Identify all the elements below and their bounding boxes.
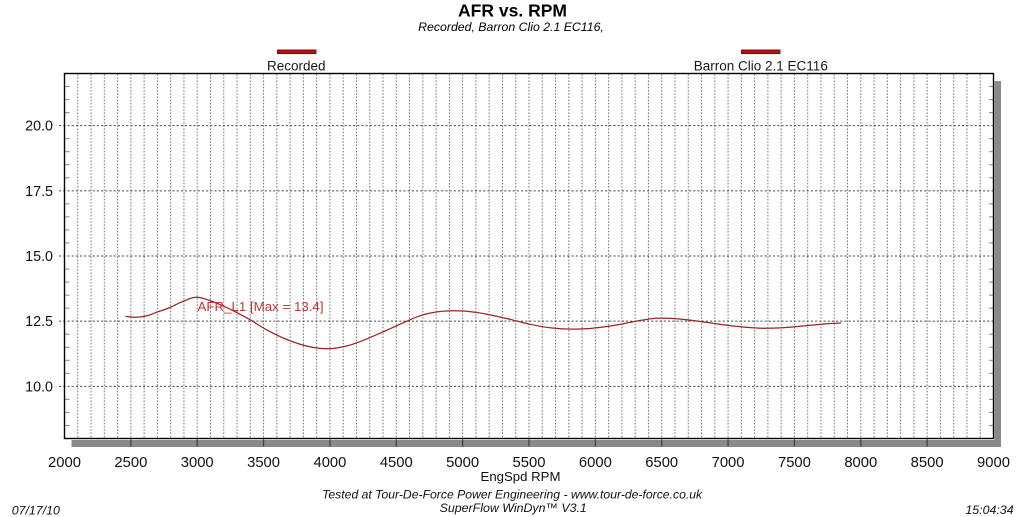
svg-text:07/17/10: 07/17/10 (12, 503, 60, 517)
svg-text:17.5: 17.5 (25, 184, 53, 200)
svg-text:EngSpd RPM: EngSpd RPM (481, 469, 561, 484)
svg-text:10.0: 10.0 (25, 379, 53, 395)
svg-text:7500: 7500 (778, 455, 811, 471)
svg-text:5000: 5000 (446, 455, 479, 471)
svg-text:9000: 9000 (977, 455, 1010, 471)
svg-text:4000: 4000 (313, 455, 346, 471)
svg-text:2500: 2500 (114, 455, 147, 471)
svg-text:AFR_L1 [Max = 13.4]: AFR_L1 [Max = 13.4] (198, 299, 324, 314)
svg-text:3500: 3500 (247, 455, 280, 471)
svg-text:5500: 5500 (513, 455, 546, 471)
svg-text:SuperFlow WinDyn™ V3.1: SuperFlow WinDyn™ V3.1 (440, 501, 587, 515)
svg-text:4500: 4500 (380, 455, 413, 471)
svg-text:15.0: 15.0 (25, 249, 53, 265)
svg-text:3000: 3000 (181, 455, 214, 471)
svg-text:8000: 8000 (844, 455, 877, 471)
svg-text:15:04:34: 15:04:34 (965, 503, 1013, 517)
svg-text:20.0: 20.0 (25, 119, 53, 135)
svg-text:7000: 7000 (712, 455, 745, 471)
svg-text:AFR vs. RPM: AFR vs. RPM (458, 1, 567, 21)
svg-text:Recorded, Barron Clio 2.1 EC11: Recorded, Barron Clio 2.1 EC116, (418, 20, 604, 34)
svg-text:2000: 2000 (48, 455, 81, 471)
svg-text:6500: 6500 (645, 455, 678, 471)
svg-text:Barron Clio 2.1 EC116: Barron Clio 2.1 EC116 (694, 59, 828, 74)
svg-text:12.5: 12.5 (25, 314, 53, 330)
svg-text:Tested at Tour-De-Force Power: Tested at Tour-De-Force Power Engineerin… (322, 487, 703, 501)
svg-text:8500: 8500 (911, 455, 944, 471)
svg-text:Recorded: Recorded (267, 59, 326, 74)
svg-text:6000: 6000 (579, 455, 612, 471)
